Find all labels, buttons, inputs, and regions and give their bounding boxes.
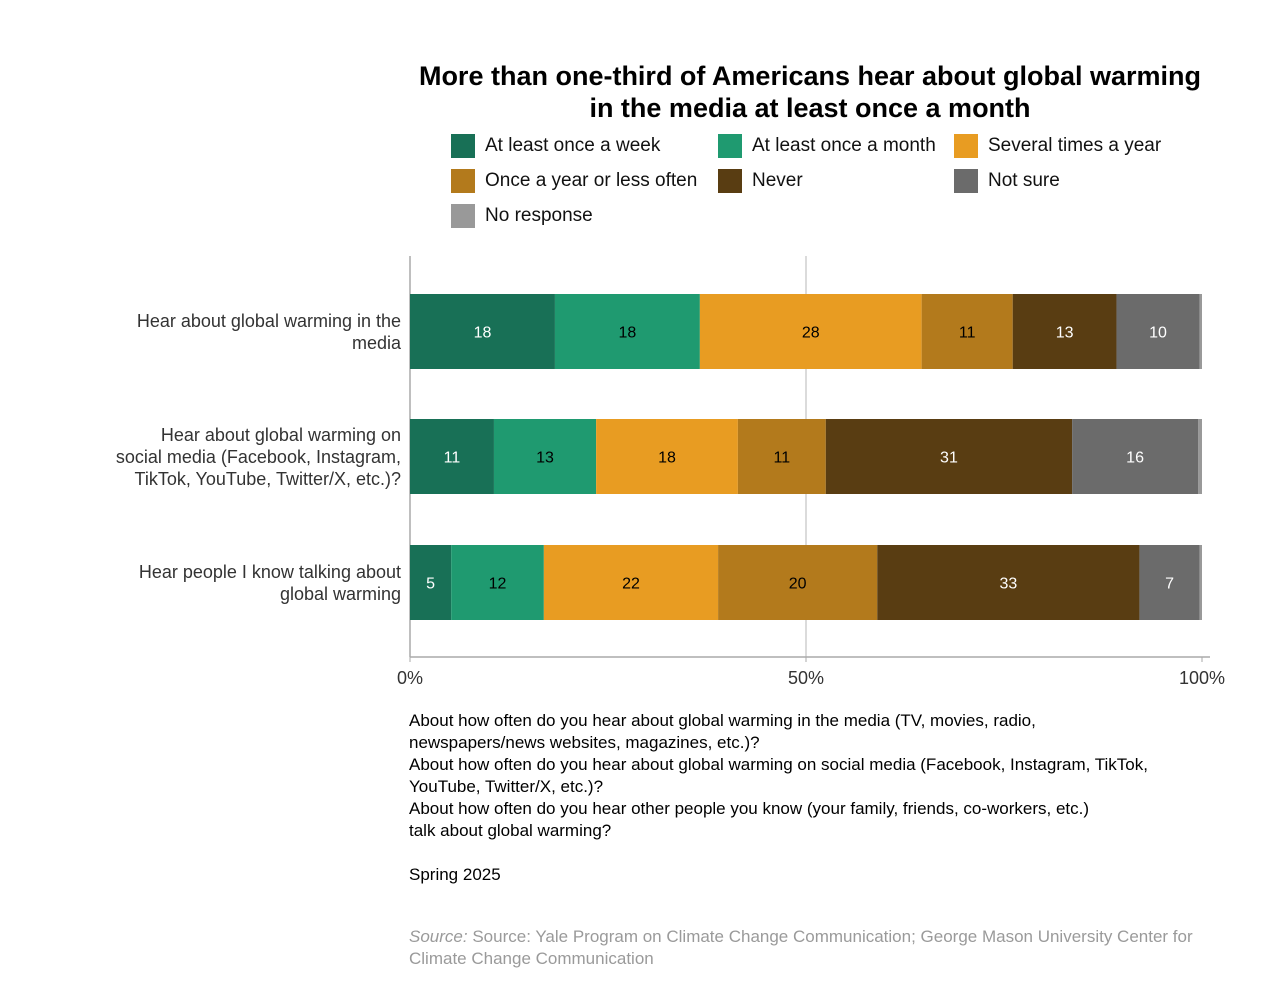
legend-swatch (954, 134, 978, 158)
bar-label: 33 (999, 576, 1017, 593)
y-label-people: Hear people I know talking about global … (139, 561, 401, 605)
bar-label: 11 (774, 450, 791, 467)
bar-label: 11 (444, 450, 461, 467)
title-line: More than one-third of Americans hear ab… (418, 61, 1202, 91)
bar-segment (1199, 545, 1202, 620)
legend-swatch (718, 169, 742, 193)
bar-label: 7 (1165, 576, 1174, 593)
legend-item: Not sure (954, 169, 1060, 193)
bar-segment (493, 419, 597, 494)
y-label-line: media (351, 333, 401, 353)
legend-swatch (954, 169, 978, 193)
bar-segment (410, 419, 494, 494)
bar-segment (877, 545, 1140, 620)
survey-date: Spring 2025 (409, 865, 501, 884)
y-label-line: Hear about global warming in the (136, 311, 401, 331)
bar-segment (699, 294, 922, 369)
bar-segment (1116, 294, 1200, 369)
bar-label: 28 (802, 325, 820, 342)
bar-label: 18 (619, 325, 637, 342)
bar-segment (1199, 294, 1202, 369)
y-label-line: TikTok, YouTube, Twitter/X, etc.)? (134, 469, 401, 489)
bar-label: 5 (426, 576, 435, 593)
legend-label: Never (752, 170, 803, 191)
x-tick-label: 0% (397, 668, 423, 688)
bar-segment (737, 419, 826, 494)
bar-label: 18 (658, 450, 676, 467)
bar-segment (410, 294, 555, 369)
legend-item: No response (451, 204, 593, 228)
footnote-line: About how often do you hear other people… (409, 799, 1090, 818)
legend-label: Once a year or less often (485, 170, 698, 191)
footnote-line: About how often do you hear about global… (409, 755, 1148, 774)
legend-item: Several times a year (954, 134, 1161, 158)
bar-label: 13 (1056, 325, 1074, 342)
legend-swatch (451, 169, 475, 193)
source-line: Climate Change Communication (409, 949, 654, 968)
legend-label: No response (485, 205, 593, 226)
legend-item: Never (718, 169, 803, 193)
y-label-line: global warming (279, 584, 401, 604)
legend-swatch (718, 134, 742, 158)
legend-item: At least once a month (718, 134, 936, 158)
legend-label: At least once a week (485, 135, 661, 156)
bar-segment (825, 419, 1073, 494)
legend-label: Several times a year (988, 135, 1162, 156)
source-note: Source: Source: Yale Program on Climate … (409, 926, 1269, 970)
bar-label: 16 (1126, 450, 1144, 467)
y-label-line: social media (Facebook, Instagram, (115, 447, 401, 467)
question-text: About how often do you hear about global… (409, 710, 1148, 842)
bar-segment (718, 545, 878, 620)
bar-segment (1198, 419, 1202, 494)
legend-item: Once a year or less often (451, 169, 697, 193)
chart-title: More than one-third of Americans hear ab… (380, 60, 1240, 124)
bar-segment (596, 419, 738, 494)
title-line: in the media at least once a month (589, 93, 1031, 123)
y-label-social: Hear about global warming on social medi… (116, 424, 401, 490)
bar-label: 22 (622, 576, 640, 593)
bar-segment (554, 294, 700, 369)
legend-label: Not sure (988, 170, 1060, 191)
legend-item: At least once a week (451, 134, 660, 158)
bar-label: 12 (489, 576, 507, 593)
footnote-line: About how often do you hear about global… (409, 711, 1036, 730)
footnote-line: YouTube, Twitter/X, etc.)? (409, 777, 604, 796)
bar-segment (1072, 419, 1199, 494)
bar-label: 18 (474, 325, 492, 342)
source-prefix: Source: (409, 927, 468, 946)
y-label-line: Hear people I know talking about (138, 562, 401, 582)
legend-swatch (451, 134, 475, 158)
footnote-line: talk about global warming? (409, 821, 612, 840)
y-label-line: Hear about global warming on (160, 425, 401, 445)
x-tick-label: 100% (1179, 668, 1225, 688)
source-line: Source: Yale Program on Climate Change C… (472, 927, 1193, 946)
bar-label: 20 (789, 576, 807, 593)
bar-segment (1012, 294, 1117, 369)
legend-label: At least once a month (752, 135, 936, 156)
bar-segment (451, 545, 544, 620)
bar-segment (1139, 545, 1200, 620)
bar-label: 13 (536, 450, 554, 467)
y-label-media: Hear about global warming in the media (137, 310, 401, 354)
bar-label: 11 (959, 325, 976, 342)
x-tick-label: 50% (788, 668, 824, 688)
legend-swatch (451, 204, 475, 228)
bar-segment (921, 294, 1013, 369)
bar-segment (543, 545, 719, 620)
bar-segment (410, 545, 452, 620)
footnote-line: newspapers/news websites, magazines, etc… (409, 733, 760, 752)
bar-label: 10 (1149, 325, 1167, 342)
bar-label: 31 (940, 450, 958, 467)
plot-area: 0% 50% 100% 18 18 28 11 13 10 11 13 18 11 31 16 5 12 22 20… (397, 256, 1225, 688)
